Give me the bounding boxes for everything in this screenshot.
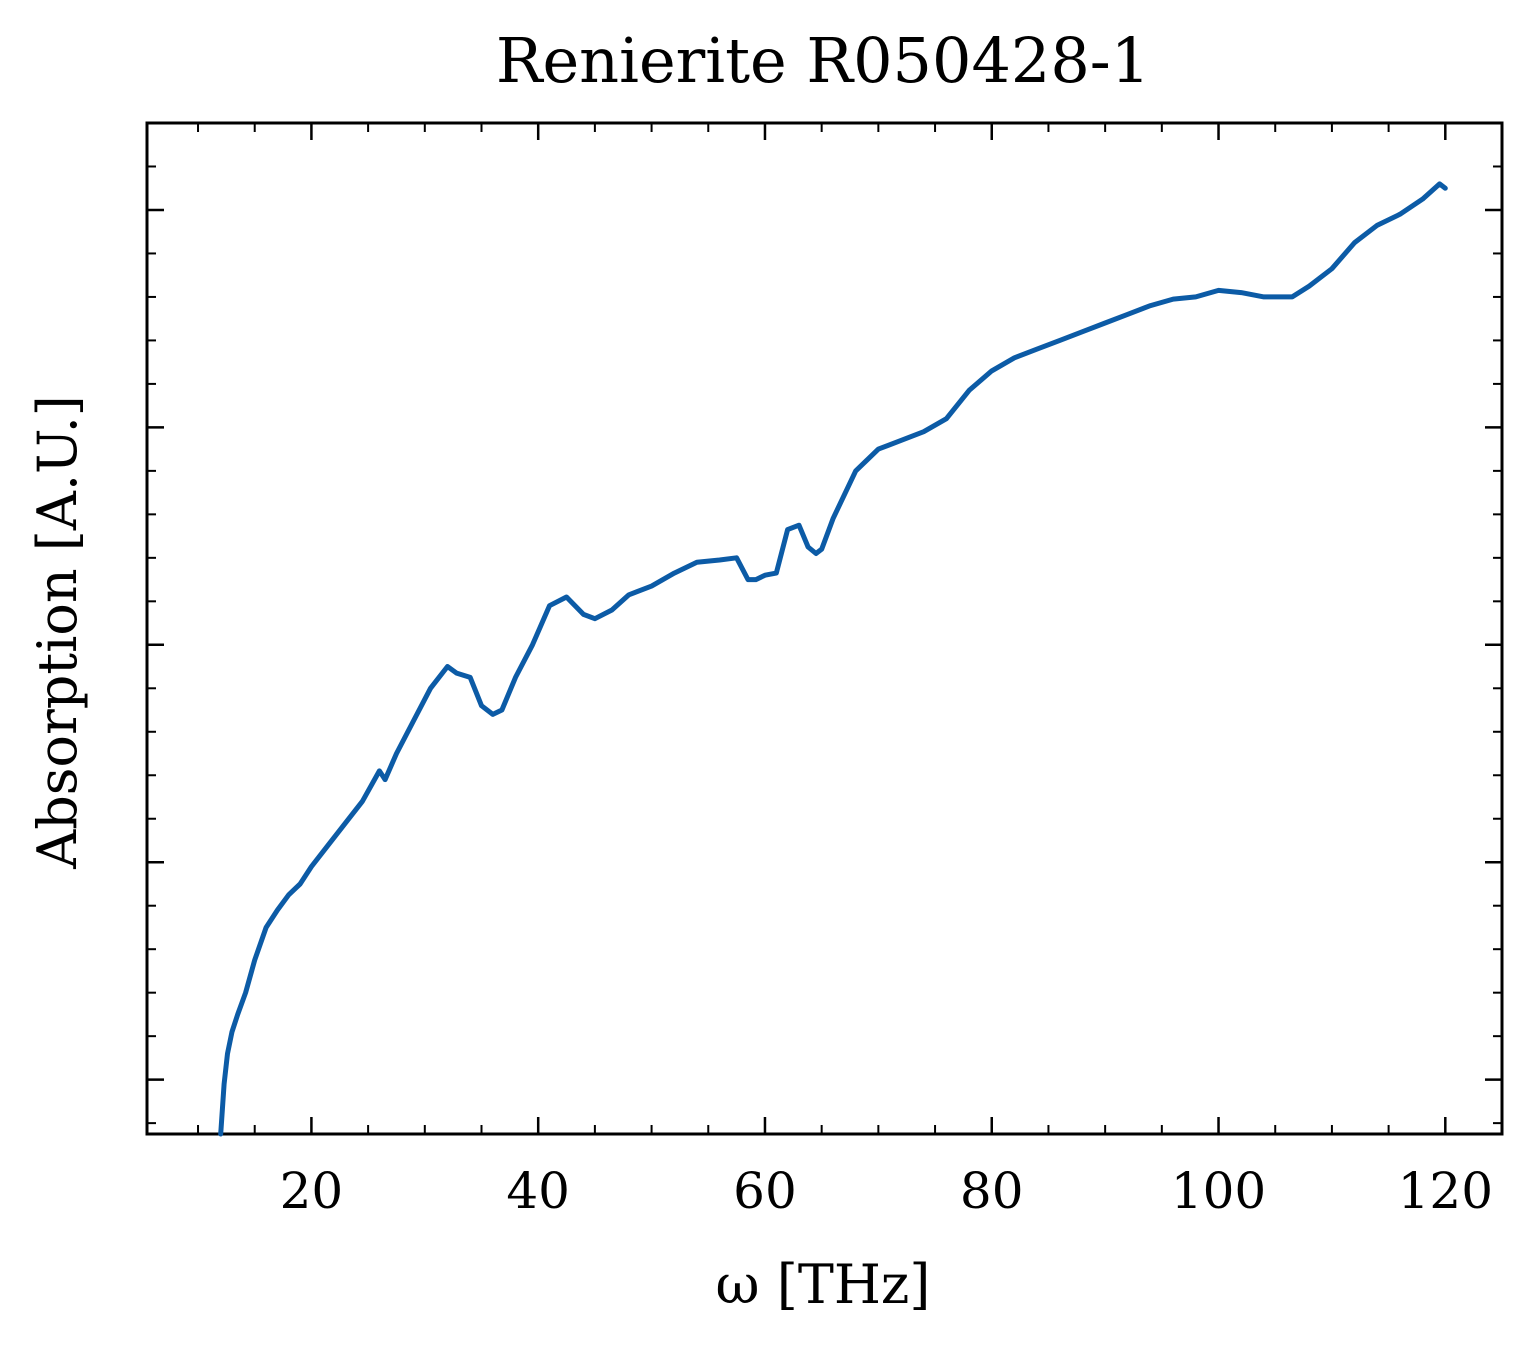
- x-tick-label: 40: [506, 1162, 570, 1220]
- series-line: [218, 181, 1448, 1137]
- x-tick-label: 60: [733, 1162, 797, 1220]
- x-tick-label: 120: [1398, 1162, 1493, 1220]
- x-axis-label: ω [THz]: [716, 1253, 931, 1316]
- y-axis-minor-ticks: [147, 165, 1502, 1125]
- x-axis-minor-ticks: [197, 123, 1390, 1134]
- x-tick-label: 20: [280, 1162, 344, 1220]
- plot-frame: [145, 121, 1504, 1136]
- y-axis-ticks: [147, 208, 1502, 1081]
- y-axis-label: Absorption [A.U.]: [26, 395, 89, 870]
- x-axis-ticks: 20 40 60 80 100 120: [280, 123, 1493, 1220]
- x-tick-label: 80: [960, 1162, 1024, 1220]
- chart-title: Renierite R050428-1: [496, 24, 1150, 97]
- x-tick-label: 100: [1171, 1162, 1266, 1220]
